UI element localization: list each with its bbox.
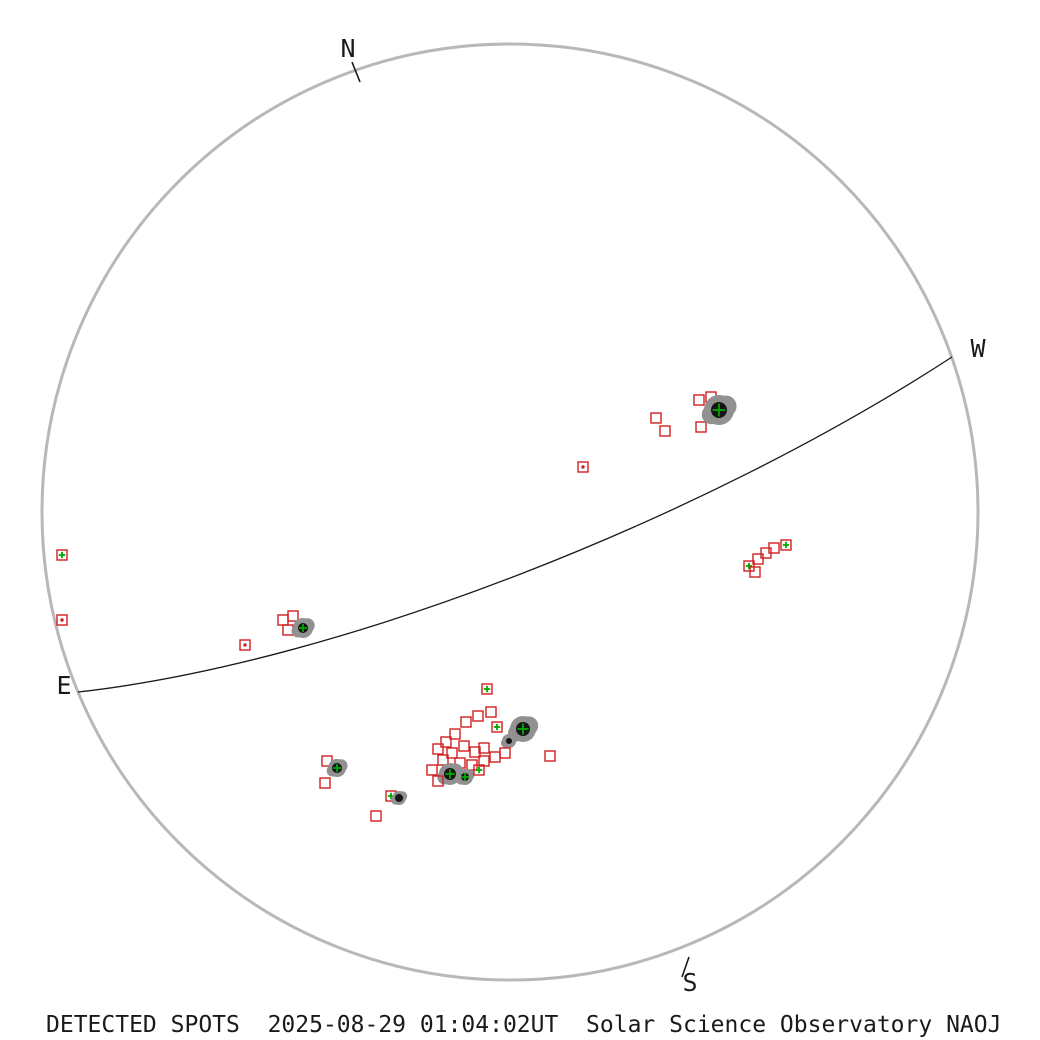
spot-marker xyxy=(287,610,299,622)
spot-marker xyxy=(768,542,780,554)
spot-center-cross-icon xyxy=(493,723,501,731)
spot-center-cross-icon xyxy=(712,403,726,417)
spot-marker xyxy=(291,618,315,638)
spot-marker xyxy=(460,716,472,728)
spot-marker xyxy=(437,754,449,766)
caption: DETECTED SPOTS 2025-08-29 01:04:02UT Sol… xyxy=(46,1012,1001,1038)
spot-marker xyxy=(693,394,705,406)
spot-marker xyxy=(508,716,539,742)
spot-marker xyxy=(56,549,68,561)
compass-label-north: N xyxy=(340,34,355,63)
spot-marker xyxy=(544,750,556,762)
spot-center-cross-icon xyxy=(461,773,469,781)
spot-marker xyxy=(472,710,484,722)
spot-center-cross-icon xyxy=(745,562,753,570)
spot-center-cross-icon xyxy=(445,769,455,779)
spot-marker xyxy=(282,624,294,636)
spot-marker xyxy=(695,421,707,433)
caption-datetime: 2025-08-29 01:04:02UT xyxy=(267,1012,559,1038)
spot-marker xyxy=(489,751,501,763)
spot-center-cross-icon xyxy=(333,764,341,772)
caption-label: DETECTED SPOTS xyxy=(46,1012,240,1038)
south-axis-tick xyxy=(681,956,690,978)
spot-marker xyxy=(239,639,251,651)
solar-equator-line xyxy=(77,356,953,693)
spot-marker xyxy=(469,746,481,758)
spot-marker xyxy=(455,769,475,785)
spot-marker xyxy=(473,764,485,776)
spot-center-cross-icon xyxy=(475,766,483,774)
spot-center-cross-icon xyxy=(299,624,307,632)
spot-marker xyxy=(478,742,490,754)
spot-marker xyxy=(449,728,461,740)
spot-center-cross-icon xyxy=(483,685,491,693)
spot-center-cross-icon xyxy=(517,723,529,735)
spot-marker xyxy=(390,791,408,805)
spot-marker xyxy=(752,553,764,565)
spot-marker xyxy=(701,395,737,425)
spot-marker xyxy=(500,734,518,748)
spot-marker xyxy=(437,763,463,785)
spot-marker xyxy=(326,759,348,777)
spot-marker xyxy=(743,560,755,572)
compass-label-east: E xyxy=(56,671,71,700)
solar-limb xyxy=(40,42,980,982)
spot-marker xyxy=(659,425,671,437)
spot-marker xyxy=(749,566,761,578)
compass-label-west: W xyxy=(970,334,986,363)
caption-observatory: Solar Science Observatory NAOJ xyxy=(586,1012,1002,1038)
spot-marker xyxy=(491,721,503,733)
spot-center-cross-icon xyxy=(58,551,66,559)
spot-center-cross-icon xyxy=(782,541,790,549)
spot-marker xyxy=(56,614,68,626)
spot-marker xyxy=(481,683,493,695)
spot-marker xyxy=(319,777,331,789)
spot-markers xyxy=(56,391,792,822)
spot-marker xyxy=(650,412,662,424)
compass-label-south: S xyxy=(682,968,697,997)
spot-marker xyxy=(780,539,792,551)
spot-marker xyxy=(446,747,458,759)
spot-marker xyxy=(458,740,470,752)
spot-marker xyxy=(440,736,452,748)
spot-marker xyxy=(432,743,444,755)
spot-marker xyxy=(426,764,438,776)
spot-marker xyxy=(432,775,444,787)
spot-marker xyxy=(277,614,289,626)
north-axis-tick xyxy=(351,61,361,83)
spot-marker xyxy=(370,810,382,822)
spot-marker xyxy=(577,461,589,473)
spot-marker xyxy=(485,706,497,718)
spot-marker xyxy=(499,747,511,759)
